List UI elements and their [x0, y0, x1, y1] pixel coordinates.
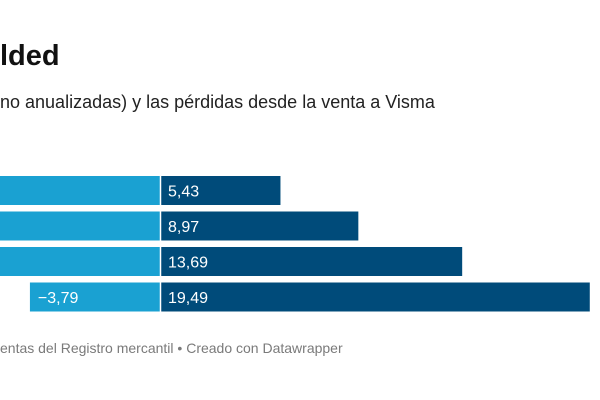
bar-row: 19,49 −3,79	[29, 282, 590, 312]
bar-left	[0, 176, 160, 205]
bar-left	[0, 211, 160, 241]
bar-row: 5,43	[0, 176, 281, 205]
bar-row: 13,69	[0, 247, 463, 276]
chart-title: lded	[0, 40, 60, 72]
bar-right	[161, 211, 359, 241]
bar-right-label: 5,43	[168, 184, 199, 201]
source-footer: entas del Registro mercantil • Creado co…	[0, 340, 343, 356]
bar-right	[161, 176, 281, 205]
bar-right-label: 19,49	[168, 290, 208, 307]
bar-right	[161, 282, 590, 312]
bar-right-label: 8,97	[168, 219, 199, 236]
bar-left	[0, 247, 160, 276]
bar-right-label: 13,69	[168, 255, 208, 272]
bar-right	[161, 247, 463, 276]
bar-left	[29, 282, 160, 312]
bar-left-label: −3,79	[38, 290, 79, 307]
bar-row: 8,97	[0, 211, 359, 241]
chart-subtitle: no anualizadas) y las pérdidas desde la …	[0, 92, 435, 112]
